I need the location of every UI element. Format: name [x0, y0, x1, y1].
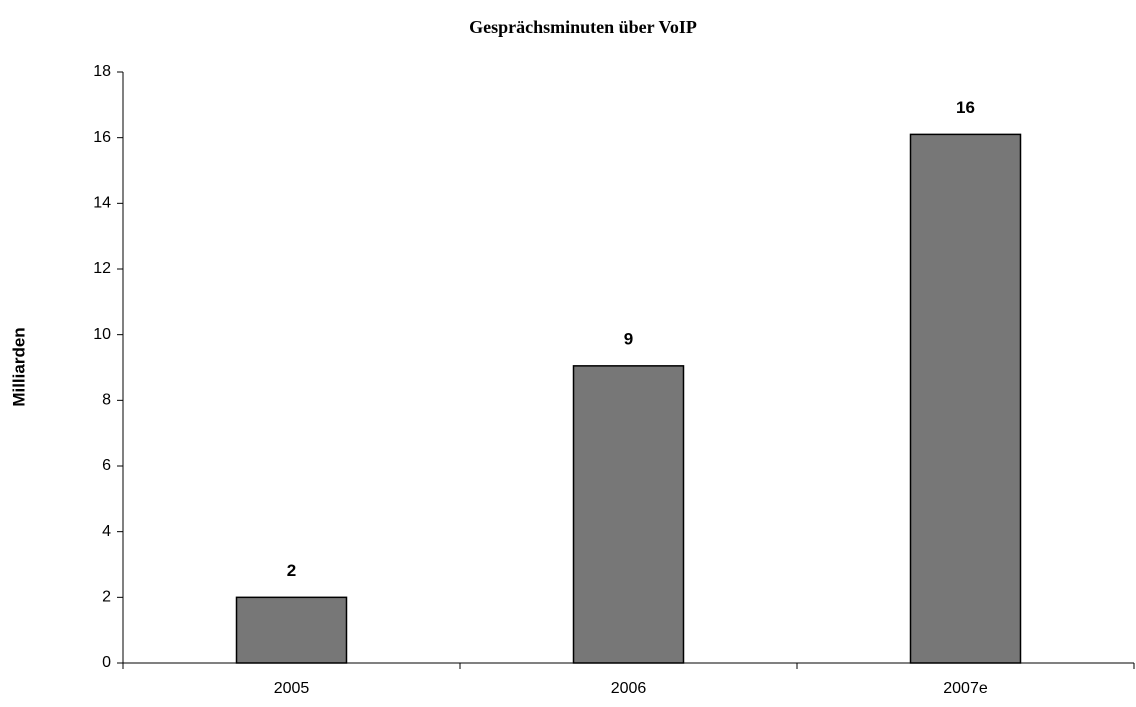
bar	[572, 365, 685, 664]
data-label: 2	[287, 561, 296, 580]
bar	[235, 596, 348, 664]
chart-title: Gesprächsminuten über VoIP	[469, 17, 697, 37]
y-tick-label: 2	[102, 589, 111, 606]
y-tick-label: 14	[93, 195, 111, 212]
y-tick-label: 0	[102, 654, 111, 671]
x-tick-label: 2005	[274, 680, 310, 697]
bar	[909, 133, 1022, 664]
y-tick-label: 16	[93, 129, 111, 146]
data-label: 9	[624, 329, 633, 348]
y-axis-label: Milliarden	[9, 327, 28, 406]
y-tick-label: 10	[93, 326, 111, 343]
data-label: 16	[956, 98, 975, 117]
x-tick-label: 2006	[611, 680, 647, 697]
y-tick-label: 12	[93, 260, 111, 277]
y-tick-label: 18	[93, 63, 111, 80]
y-tick-label: 6	[102, 457, 111, 474]
y-tick-label: 4	[102, 523, 111, 540]
y-tick-label: 8	[102, 392, 111, 409]
x-tick-label: 2007e	[943, 680, 988, 697]
